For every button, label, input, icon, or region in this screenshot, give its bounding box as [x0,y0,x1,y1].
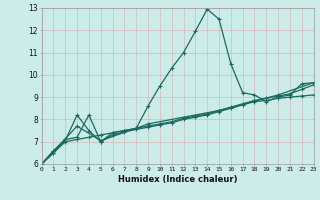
X-axis label: Humidex (Indice chaleur): Humidex (Indice chaleur) [118,175,237,184]
